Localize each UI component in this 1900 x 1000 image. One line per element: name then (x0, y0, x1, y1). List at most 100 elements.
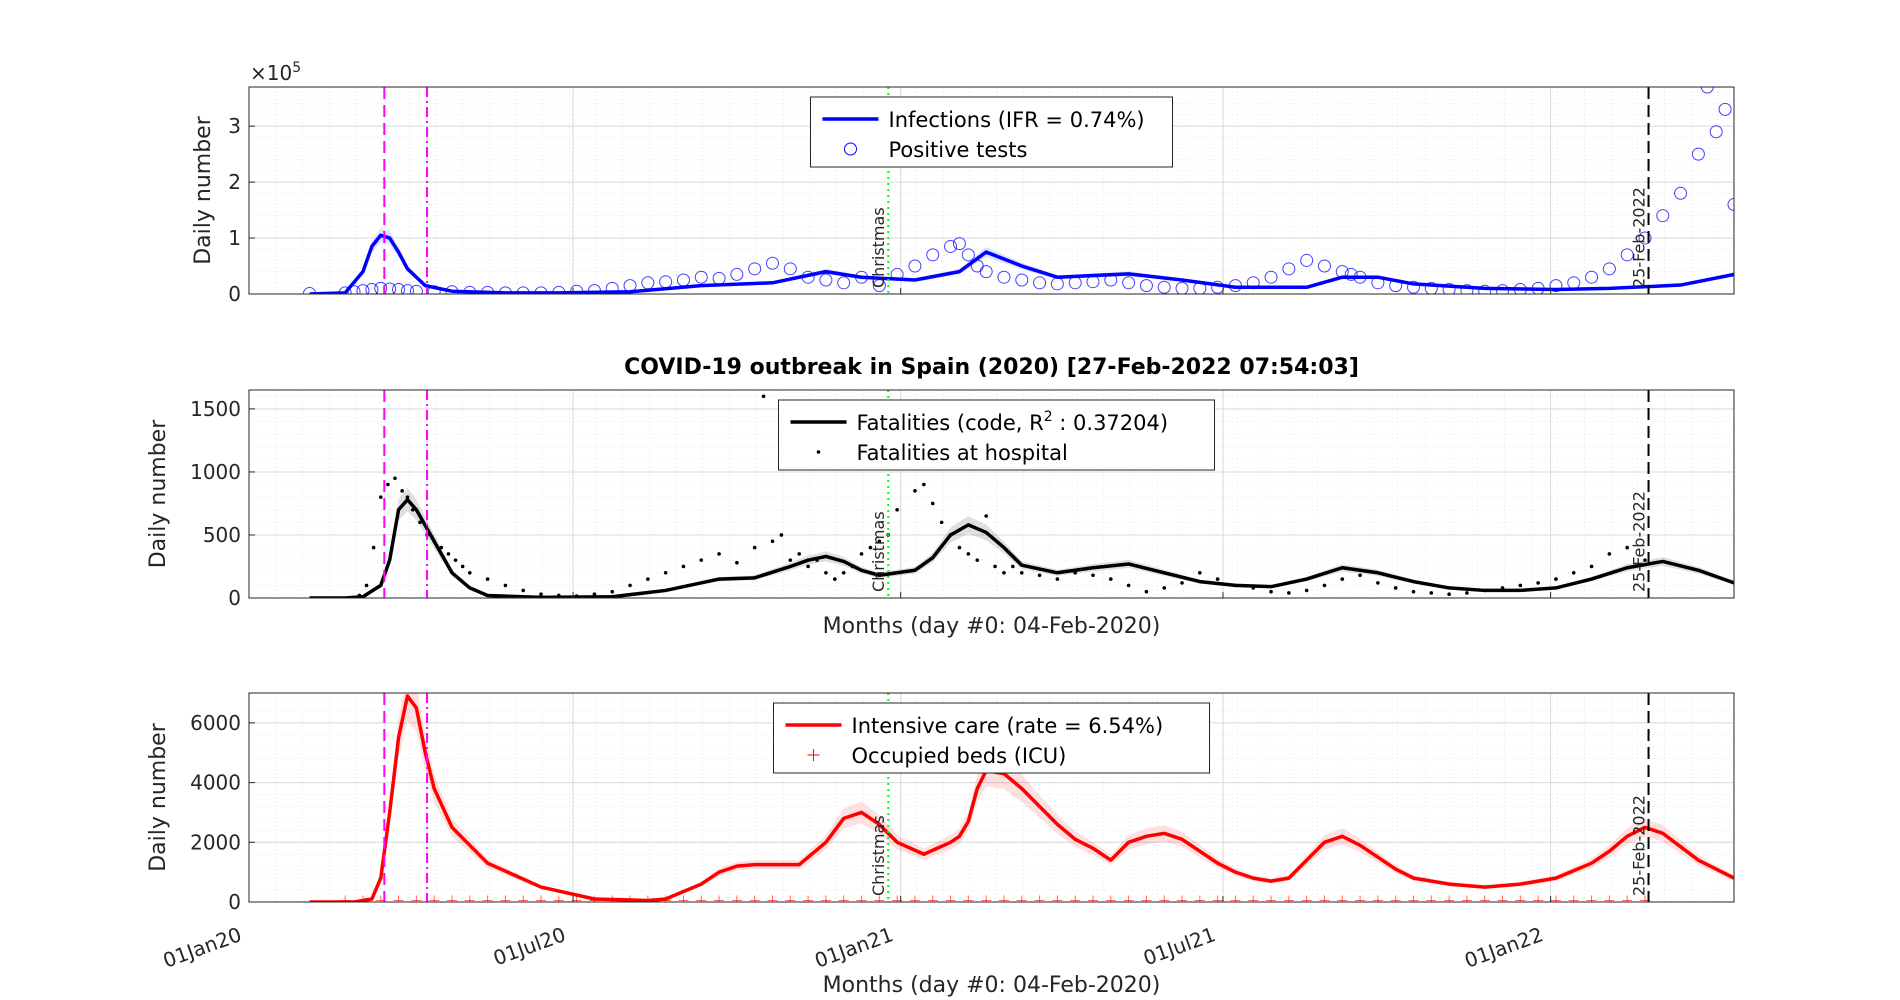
data-point (378, 495, 383, 499)
data-point (460, 564, 465, 569)
data-point (364, 583, 369, 588)
data-point (1016, 895, 1027, 902)
data-point (1781, 243, 1793, 255)
data-point (628, 583, 632, 588)
data-point (1568, 895, 1579, 902)
data-point (1602, 262, 1616, 276)
data-point (748, 262, 762, 276)
ytick-label: 3 (228, 114, 241, 138)
data-point (1442, 283, 1456, 294)
data-point (411, 895, 422, 902)
data-point (1888, 284, 1900, 296)
data-point (357, 895, 368, 902)
data-point (500, 895, 511, 902)
series-1 (340, 895, 1650, 902)
data-point (1122, 276, 1136, 290)
legend-label: Intensive care (rate = 6.54%) (852, 714, 1164, 738)
data-point (926, 248, 940, 262)
data-point (371, 545, 376, 550)
data-point (1335, 265, 1349, 279)
data-point (1037, 573, 1042, 578)
data-point (518, 895, 529, 902)
legend: Infections (IFR = 0.74%) Positive tests (810, 96, 1173, 168)
series-0 (309, 693, 1734, 902)
data-point (1808, 254, 1820, 266)
data-point (1518, 583, 1523, 588)
data-point (1251, 586, 1256, 590)
vline-label: Christmas (869, 511, 888, 592)
data-point (365, 283, 379, 294)
data-point (1585, 270, 1599, 284)
axes-box (248, 692, 1735, 903)
data-point (1393, 586, 1398, 590)
data-point (663, 570, 668, 575)
data-point (874, 895, 885, 902)
data-point (464, 895, 475, 902)
data-point (1465, 591, 1469, 595)
data-point (453, 558, 458, 562)
data-point (998, 895, 1009, 902)
data-point (815, 558, 819, 562)
data-point (1304, 588, 1309, 593)
data-point (587, 284, 601, 294)
data-point (922, 482, 926, 487)
data-point (1549, 279, 1563, 293)
data-point (659, 275, 673, 289)
data-point (1193, 281, 1207, 294)
data-point (1500, 586, 1505, 590)
plot-area (309, 693, 1734, 902)
data-point (427, 285, 441, 294)
axes-box (248, 389, 1735, 599)
data-point (806, 564, 810, 569)
ytick-label: 1 (228, 226, 241, 250)
data-point (1461, 895, 1472, 902)
data-point (819, 273, 833, 287)
vline-label: Christmas (869, 207, 888, 288)
data-point (463, 285, 477, 294)
data-point (1139, 279, 1153, 293)
data-point (592, 592, 597, 597)
data-point (1656, 209, 1670, 223)
data-point (1052, 895, 1063, 902)
legend-label: Infections (IFR = 0.74%) (889, 108, 1145, 132)
legend-swatch (807, 749, 820, 761)
data-point (676, 273, 690, 287)
data-point (767, 895, 778, 902)
data-point (868, 545, 873, 550)
data-point (699, 558, 704, 562)
data-point (1282, 262, 1296, 276)
data-point (1460, 284, 1474, 294)
data-point (1123, 895, 1134, 902)
data-point (1068, 276, 1082, 290)
data-point (1604, 895, 1615, 902)
data-point (765, 256, 779, 270)
data-point (392, 283, 406, 294)
series-line (309, 497, 1734, 598)
data-point (1835, 271, 1847, 283)
data-point (1283, 895, 1294, 902)
data-point (1180, 581, 1184, 585)
xtick-label: 01Jul20 (490, 922, 569, 970)
data-point (855, 270, 869, 284)
data-point (961, 248, 975, 262)
data-point (1408, 895, 1419, 902)
panel-fatalities: Christmas 25-Feb-2022 0 500 1000 1500 Daily nu… (146, 355, 1735, 639)
data-point (850, 564, 855, 569)
data-point (966, 552, 971, 556)
data-point (432, 539, 436, 544)
data-point (1531, 281, 1545, 294)
data-point (1746, 117, 1758, 129)
data-point (1444, 895, 1455, 902)
data-point (1638, 231, 1652, 245)
ytick-label: 0 (228, 890, 241, 914)
data-point (1390, 895, 1401, 902)
ytick-label: 6000 (190, 711, 241, 735)
series-1 (303, 87, 1900, 296)
data-point (1389, 279, 1403, 293)
data-point (1773, 226, 1785, 238)
data-point (374, 281, 388, 294)
vline-label: Christmas (869, 815, 888, 896)
data-point (841, 570, 846, 575)
data-point (610, 589, 615, 594)
data-point (347, 285, 361, 294)
